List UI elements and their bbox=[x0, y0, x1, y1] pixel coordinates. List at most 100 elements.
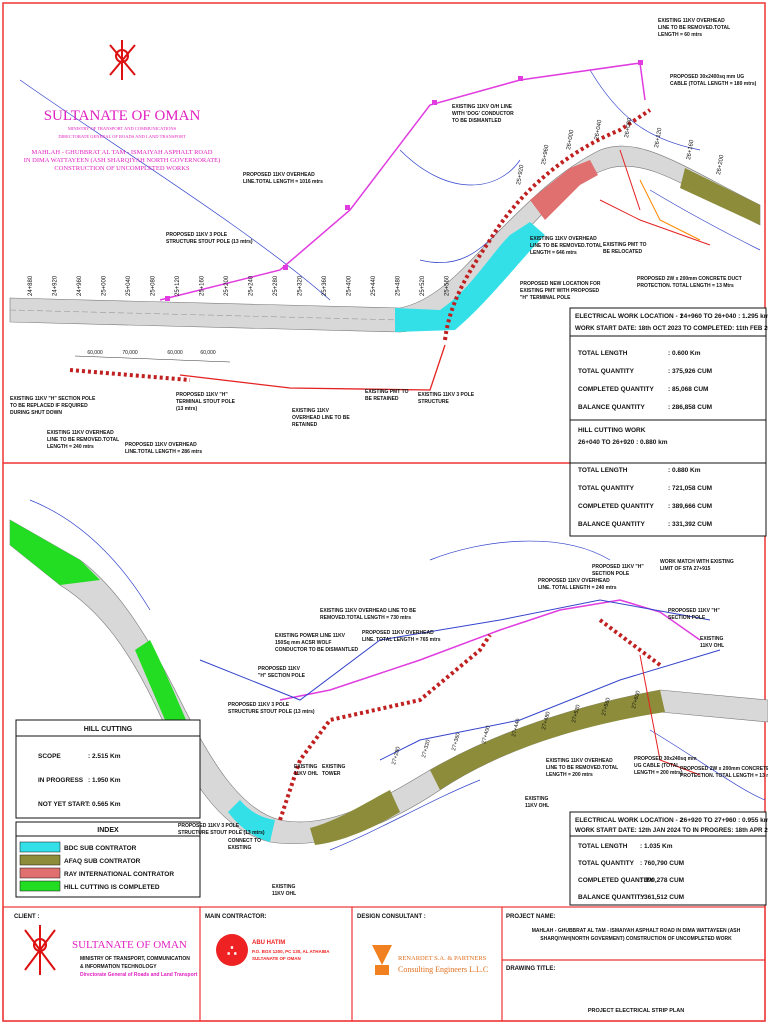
annotation: 11KV OHL bbox=[272, 891, 296, 897]
ray-segment bbox=[530, 160, 598, 220]
header-line: IN DIMA WATTAYEEN (ASH SHARQIYAH NORTH G… bbox=[24, 157, 221, 164]
chainage-label: 26+000 bbox=[566, 129, 576, 151]
project-name: SHARQIYAH(NORTH GOVERMENT) CONSTRUCTION … bbox=[540, 936, 732, 942]
hill-complete-segment bbox=[10, 520, 100, 585]
bdc-segment bbox=[228, 800, 275, 842]
table-value: : 85,068 CUM bbox=[668, 386, 708, 393]
chainage-label: 27+400 bbox=[481, 725, 492, 744]
table-label: TOTAL LENGTH bbox=[578, 350, 628, 357]
chainage-label: 25+000 bbox=[102, 275, 108, 296]
contour bbox=[19, 69, 761, 301]
table-value: : 0.600 Km bbox=[668, 350, 701, 357]
annotation: PROPOSED 11KV OVERHEAD bbox=[125, 442, 197, 448]
chainage-label: 25+280 bbox=[273, 275, 279, 296]
consultant-logo bbox=[372, 945, 392, 975]
consultant-line: Consulting Engineers L.L.C bbox=[398, 965, 488, 974]
table-label: BALANCE QUANTITY bbox=[578, 404, 645, 411]
annotation: BE RELOCATED bbox=[603, 249, 642, 255]
chainage-label: 27+320 bbox=[421, 739, 432, 758]
annotation: EXISTING 11KV "H" SECTION POLE bbox=[10, 396, 96, 402]
annotation: LINE. TOTAL LENGTH = 765 mtrs bbox=[362, 637, 441, 643]
table-value: : 1.035 Km bbox=[640, 843, 673, 850]
legend-swatch bbox=[19, 867, 61, 879]
client-title: SULTANATE OF OMAN bbox=[72, 939, 187, 951]
annotation: PROPOSED 11KV OVERHEAD bbox=[538, 578, 610, 584]
annotation: PROPOSED 11KV "H" bbox=[592, 564, 644, 570]
legend-swatch bbox=[19, 854, 61, 866]
chainage-label: 25+560 bbox=[445, 275, 451, 296]
annotation: LIMIT OF STA 27+915 bbox=[660, 566, 711, 572]
chainage-label: 27+480 bbox=[541, 711, 552, 730]
footer-label: CLIENT : bbox=[14, 914, 39, 920]
contractor-line: SULTANATE OF OMAN bbox=[252, 956, 301, 961]
chainage-label: 25+360 bbox=[322, 275, 328, 296]
annotation: OVERHEAD LINE TO BE bbox=[292, 415, 350, 421]
dimension-label: 60,000 bbox=[87, 350, 103, 356]
existing-ohl-removed bbox=[443, 108, 652, 341]
chainage-label: 25+400 bbox=[347, 275, 353, 296]
table-value: : 331,392 CUM bbox=[668, 521, 712, 528]
table-value: : 760,790 CUM bbox=[640, 860, 684, 867]
table-label: COMPLETED QUANTITY bbox=[578, 386, 654, 393]
legend-label: RAY INTERNATIONAL CONTRATOR bbox=[64, 871, 174, 878]
annotation: "H" TERMINAL POLE bbox=[520, 295, 571, 301]
chainage-label: 26+160 bbox=[686, 139, 696, 161]
annotation: LINE.TOTAL LENGTH = 1016 mtrs bbox=[243, 179, 323, 185]
annotation: LINE.TOTAL LENGTH = 286 mtrs bbox=[125, 449, 202, 455]
chainage-label: 26+080 bbox=[624, 117, 634, 139]
annotation: 11KV OHL bbox=[525, 803, 549, 809]
chainage-label: 25+040 bbox=[126, 275, 132, 296]
top-plan bbox=[9, 60, 761, 391]
legend-swatch bbox=[19, 841, 61, 853]
table-label: TOTAL LENGTH bbox=[578, 843, 628, 850]
annotation: PROPOSED 2W x 200mm CONCRETE DUCT bbox=[680, 766, 768, 772]
chainage-label: 25+920 bbox=[516, 164, 526, 186]
chainage-label: 26+040 bbox=[594, 119, 604, 141]
annotation: EXISTING 11KV OVERHEAD LINE TO BE bbox=[320, 608, 417, 614]
annotation: EXISTING 11KV OVERHEAD bbox=[658, 18, 725, 24]
annotation: PROTECTION. TOTAL LENGTH = 13 Mtrs bbox=[637, 283, 734, 289]
dimension-label: 70,000 bbox=[122, 350, 138, 356]
client-line: MINISTRY OF TRANSPORT, COMMUNICATION bbox=[80, 956, 190, 962]
annotation: PROTECTION. TOTAL LENGTH = 13 mtrs bbox=[680, 773, 768, 779]
contour bbox=[29, 499, 766, 851]
chainage-label: 25+200 bbox=[224, 275, 230, 296]
afaq-segment bbox=[680, 168, 760, 225]
annotation: (13 mtrs) bbox=[176, 406, 197, 412]
contractor-line: P.O. BOX 1200, PC 130, AL ATHAIBA bbox=[252, 949, 330, 954]
client-line: Directorate General of Roads and Land Tr… bbox=[80, 972, 198, 978]
existing-ohl-removed bbox=[69, 368, 191, 382]
header-line: DIRECTORATE GENERAL OF ROADS AND LAND TR… bbox=[58, 134, 185, 139]
legend-label: HILL CUTTING IS COMPLETED bbox=[64, 884, 160, 891]
annotation: PROPOSED 30x240sq mm bbox=[634, 756, 697, 762]
table-label: COMPLETED QUANTITY bbox=[578, 503, 654, 510]
table-label: TOTAL QUANTITY bbox=[578, 485, 635, 492]
annotation: 11KV OHL bbox=[700, 643, 724, 649]
chainage-label: 25+320 bbox=[298, 275, 304, 296]
table-label: IN PROGRESS bbox=[38, 777, 84, 784]
annotation: LENGTH = 60 mtrs bbox=[658, 32, 702, 38]
chainage-label: 25+160 bbox=[200, 275, 206, 296]
ug-cable bbox=[639, 179, 701, 241]
annotation: PROPOSED 11KV "H" bbox=[668, 608, 720, 614]
chainage-label: 24+960 bbox=[77, 275, 83, 296]
table-value: : 375,926 CUM bbox=[668, 368, 712, 375]
chainage-label: 25+440 bbox=[371, 275, 377, 296]
box-range: 26+040 TO 26+920 : 0.880 km bbox=[578, 439, 668, 446]
annotation: WITH 'DOG' CONDUCTOR bbox=[452, 111, 514, 117]
annotation: LENGTH = 646 mtrs bbox=[530, 250, 577, 256]
dimension-label: 60,000 bbox=[167, 350, 183, 356]
footer-label: MAIN CONTRACTOR: bbox=[205, 914, 267, 920]
ug-cable bbox=[639, 654, 701, 776]
annotation: "H" SECTION POLE bbox=[258, 673, 306, 679]
box-range: 24+960 TO 26+040 : 1.295 km bbox=[680, 313, 768, 320]
annotation: EXISTING 11KV O/H LINE bbox=[452, 104, 513, 110]
chainage-label: 24+920 bbox=[53, 275, 59, 296]
legend-label: AFAQ SUB CONTRATOR bbox=[64, 858, 141, 865]
header-line: MAHLAH - GHUBBRAT AL TAM - ISMAIYAH ASPH… bbox=[31, 149, 212, 156]
table-label: COMPLETED QUANTITY bbox=[578, 877, 654, 884]
table-label: TOTAL LENGTH bbox=[578, 467, 628, 474]
annotation: PROPOSED 11KV "H" bbox=[176, 392, 228, 398]
afaq-segment bbox=[430, 690, 665, 790]
